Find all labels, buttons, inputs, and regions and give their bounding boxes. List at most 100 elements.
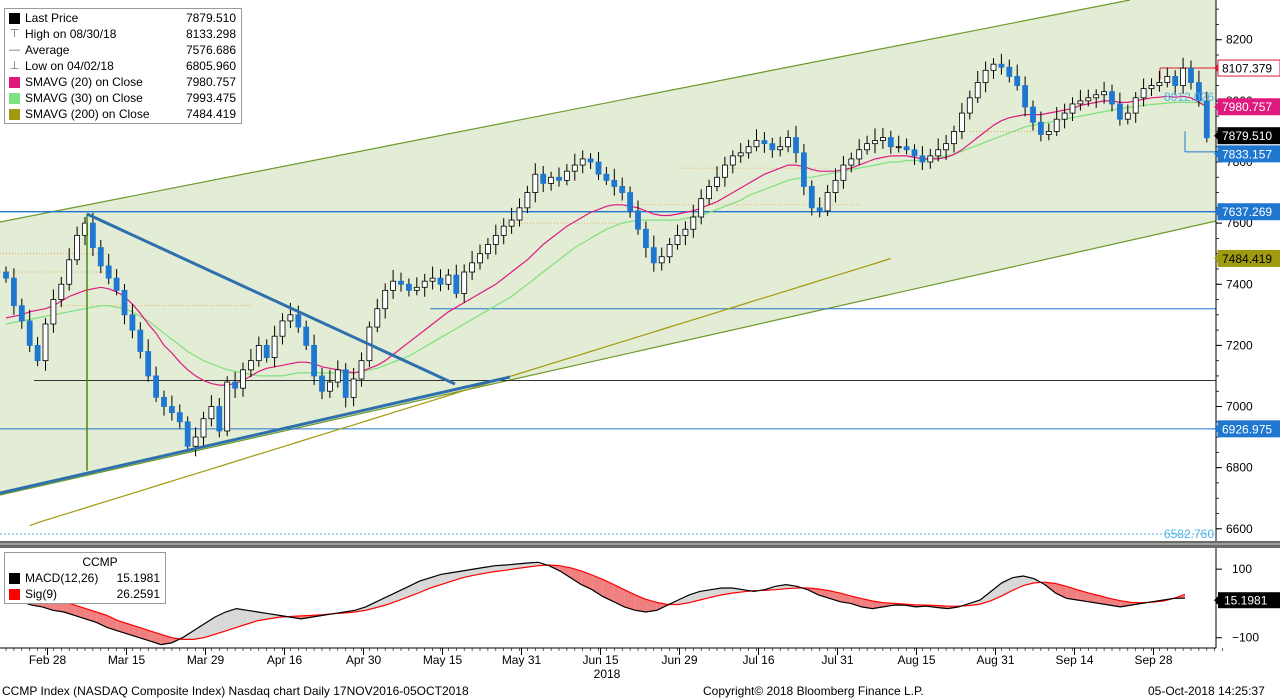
candle-up-body: [691, 217, 696, 229]
macd-legend[interactable]: CCMP MACD(12,26) 15.1981 Sig(9) 26.2591: [4, 552, 166, 604]
footer-bar: CCMP Index (NASDAQ Composite Index) Nasd…: [0, 683, 1280, 700]
candle-down-body: [90, 223, 95, 247]
high-marker-icon: ⊤: [9, 26, 20, 42]
price-tag-label: 7879.510: [1222, 129, 1272, 143]
candle-up-body: [59, 284, 64, 299]
candle-down-body: [106, 266, 111, 278]
x-tick-label: Jun 29: [661, 653, 697, 667]
signal-value: 26.2591: [117, 586, 165, 602]
macd-legend-title: CCMP: [5, 554, 165, 570]
price-legend[interactable]: Last Price 7879.510 ⊤ High on 08/30/18 8133.…: [4, 8, 242, 124]
price-tag-label: 6926.975: [1222, 422, 1272, 436]
candle-down-body: [1015, 76, 1020, 85]
candle-up-body: [738, 153, 743, 156]
price-tag-label: 7980.757: [1222, 100, 1272, 114]
price-tag: 8107.379: [1214, 60, 1280, 76]
candle: [185, 416, 190, 451]
x-tick-label: Sep 14: [1055, 653, 1093, 667]
candle-up-body: [825, 193, 830, 211]
legend-value: 7993.475: [186, 90, 241, 106]
candle-down-body: [264, 345, 269, 357]
candle-up-body: [549, 177, 554, 183]
price-y-tick-label: 7200: [1226, 338, 1253, 352]
x-tick-label: Sep 28: [1134, 653, 1172, 667]
candle-up-body: [1070, 104, 1075, 113]
candle-down-body: [11, 278, 16, 306]
candle-down-body: [888, 138, 893, 147]
candle-up-body: [272, 336, 277, 357]
legend-value: 7484.419: [186, 106, 241, 122]
macd-label: MACD(12,26): [25, 570, 117, 586]
candle-up-body: [786, 138, 791, 147]
x-tick-label: Apr 16: [267, 653, 303, 667]
candle-up-body: [857, 150, 862, 159]
candle-down-body: [138, 330, 143, 351]
candle-down-body: [1007, 67, 1012, 76]
legend-swatch-icon: [9, 93, 20, 104]
candle-up-body: [422, 281, 427, 287]
candle-up-body: [248, 361, 253, 370]
candle-up-body: [849, 159, 854, 165]
legend-label: SMAVG (30) on Close: [25, 90, 186, 106]
candle-down-body: [1031, 107, 1036, 122]
candle-up-body: [1133, 98, 1138, 113]
candle-up-body: [446, 275, 451, 284]
price-tag: 6926.975: [1214, 421, 1280, 437]
candle-up-body: [462, 272, 467, 293]
candle-up-body: [967, 98, 972, 113]
candle-up-body: [746, 147, 751, 153]
candle-up-body: [1078, 101, 1083, 104]
candle-up-body: [51, 300, 56, 324]
candle-down-body: [4, 272, 9, 278]
legend-value: 7980.757: [186, 74, 241, 90]
macd-tag-label: 15.1981: [1224, 594, 1268, 608]
candle-up-body: [525, 193, 530, 208]
macd-legend-row: MACD(12,26) 15.1981: [5, 570, 165, 586]
candle-up-body: [193, 437, 198, 446]
candle-up-body: [936, 150, 941, 156]
macd-y-tick-label: 100: [1232, 562, 1252, 576]
candle-up-body: [470, 263, 475, 272]
low-marker-icon: ⊥: [9, 58, 20, 74]
candle-down-body: [817, 208, 822, 211]
candle-down-body: [296, 315, 301, 327]
candle-down-body: [320, 376, 325, 391]
candle-down-body: [557, 177, 562, 180]
candle-up-body: [493, 235, 498, 244]
legend-label: High on 08/30/18: [25, 26, 186, 42]
avg-marker-icon: —: [9, 42, 20, 58]
candle-down-body: [904, 147, 909, 150]
inline-level-label: 8012.026: [1164, 90, 1214, 104]
candle-up-body: [683, 229, 688, 235]
candle-up-body: [659, 257, 664, 263]
candle-up-body: [256, 345, 261, 360]
candle-up-body: [699, 199, 704, 217]
candle-down-body: [588, 159, 593, 162]
candle-up-body: [722, 165, 727, 177]
candle-down-body: [809, 186, 814, 207]
x-tick-label: Jul 31: [821, 653, 853, 667]
legend-value: 8133.298: [186, 26, 241, 42]
candle-down-body: [643, 229, 648, 247]
signal-swatch-icon: [9, 589, 20, 600]
candle-down-body: [399, 281, 404, 284]
candle-up-body: [833, 180, 838, 192]
candle-down-body: [146, 351, 151, 375]
macd-y-tick-label: −100: [1232, 631, 1259, 645]
footer-timestamp: 05-Oct-2018 14:25:37: [1148, 684, 1265, 698]
candle-up-body: [873, 141, 878, 144]
candle-down-body: [406, 284, 411, 290]
candle-up-body: [351, 379, 356, 397]
candle-down-body: [770, 144, 775, 150]
candle-down-body: [1038, 122, 1043, 134]
candle-up-body: [383, 290, 388, 308]
candle-up-body: [667, 245, 672, 257]
candle-up-body: [975, 83, 980, 98]
pane-separator[interactable]: [0, 541, 1280, 548]
candle-up-body: [841, 165, 846, 180]
legend-row: SMAVG (200) on Close 7484.419: [5, 106, 241, 122]
candle-down-body: [130, 315, 135, 330]
price-y-tick-label: 7000: [1226, 400, 1253, 414]
candle-up-body: [533, 174, 538, 192]
legend-row: ⊤ High on 08/30/18 8133.298: [5, 26, 241, 42]
